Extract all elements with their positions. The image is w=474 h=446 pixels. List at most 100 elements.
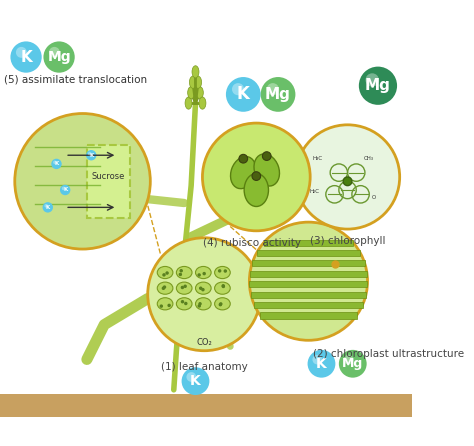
Bar <box>250 271 367 277</box>
Circle shape <box>181 300 184 303</box>
Ellipse shape <box>195 266 211 279</box>
Circle shape <box>179 273 182 276</box>
Ellipse shape <box>192 66 199 78</box>
Ellipse shape <box>195 298 211 310</box>
Polygon shape <box>0 394 412 417</box>
Circle shape <box>202 272 206 275</box>
Circle shape <box>249 222 367 340</box>
Circle shape <box>184 302 188 305</box>
Circle shape <box>53 161 57 164</box>
Text: K: K <box>237 85 250 103</box>
Ellipse shape <box>157 282 173 294</box>
Polygon shape <box>87 145 130 218</box>
Text: (1) leaf anatomy: (1) leaf anatomy <box>161 362 247 372</box>
Circle shape <box>162 287 165 290</box>
Circle shape <box>308 350 336 378</box>
Circle shape <box>16 47 27 58</box>
Circle shape <box>312 355 322 364</box>
Ellipse shape <box>157 298 173 310</box>
Circle shape <box>295 125 400 229</box>
Text: K: K <box>20 50 32 65</box>
Text: (3) chlorophyll: (3) chlorophyll <box>310 236 385 246</box>
Circle shape <box>167 304 171 307</box>
Text: K: K <box>46 205 50 210</box>
Circle shape <box>181 286 184 289</box>
Circle shape <box>218 269 221 273</box>
Circle shape <box>219 302 222 306</box>
Circle shape <box>10 41 42 73</box>
Circle shape <box>165 271 169 275</box>
Circle shape <box>199 286 202 290</box>
Circle shape <box>186 372 196 382</box>
Ellipse shape <box>199 97 206 109</box>
Bar <box>251 292 366 298</box>
Ellipse shape <box>190 76 196 88</box>
Bar <box>260 313 357 318</box>
Text: K: K <box>316 357 327 371</box>
Text: K: K <box>89 153 93 158</box>
Circle shape <box>343 177 352 186</box>
Circle shape <box>197 273 201 277</box>
Text: K: K <box>190 374 201 388</box>
Circle shape <box>15 114 150 249</box>
Text: (2) chloroplast ultrastructure: (2) chloroplast ultrastructure <box>313 349 464 359</box>
Ellipse shape <box>244 173 268 206</box>
Bar <box>257 250 360 256</box>
Circle shape <box>359 66 397 105</box>
Ellipse shape <box>188 87 195 99</box>
Ellipse shape <box>185 97 192 109</box>
Text: Mg: Mg <box>265 87 291 102</box>
Circle shape <box>51 159 62 169</box>
Text: (4) rubisco activity: (4) rubisco activity <box>203 238 301 248</box>
Ellipse shape <box>195 76 201 88</box>
Circle shape <box>62 186 65 190</box>
Circle shape <box>232 83 244 95</box>
Circle shape <box>365 73 379 87</box>
Circle shape <box>226 77 261 112</box>
Text: K: K <box>63 187 67 193</box>
Bar <box>254 302 363 308</box>
Text: (5) assimilate translocation: (5) assimilate translocation <box>4 74 147 84</box>
Circle shape <box>263 152 271 161</box>
Circle shape <box>224 269 227 273</box>
Circle shape <box>198 304 201 308</box>
Circle shape <box>163 285 166 289</box>
Ellipse shape <box>176 298 192 310</box>
Circle shape <box>182 367 210 395</box>
Circle shape <box>49 47 60 58</box>
Circle shape <box>162 273 166 277</box>
Circle shape <box>261 77 295 112</box>
Circle shape <box>60 185 70 195</box>
Circle shape <box>88 152 91 156</box>
Bar <box>252 260 365 266</box>
Circle shape <box>202 123 310 231</box>
Ellipse shape <box>230 157 256 189</box>
Bar <box>249 281 367 287</box>
Ellipse shape <box>215 266 230 279</box>
Text: H₂C: H₂C <box>310 189 319 194</box>
Bar <box>264 240 353 246</box>
Text: K: K <box>55 161 59 166</box>
Circle shape <box>267 83 279 95</box>
Circle shape <box>86 150 96 161</box>
Circle shape <box>222 285 225 288</box>
Ellipse shape <box>157 266 173 279</box>
Circle shape <box>221 284 225 288</box>
Circle shape <box>219 303 222 306</box>
Circle shape <box>45 204 48 208</box>
Circle shape <box>160 305 163 308</box>
Circle shape <box>344 355 354 364</box>
Circle shape <box>148 238 261 351</box>
Circle shape <box>252 172 261 181</box>
Ellipse shape <box>176 282 192 294</box>
Circle shape <box>183 285 187 288</box>
Circle shape <box>180 269 183 273</box>
Text: Mg: Mg <box>47 50 71 64</box>
Text: CH₃: CH₃ <box>364 156 374 161</box>
Ellipse shape <box>176 266 192 279</box>
Text: O: O <box>372 194 376 200</box>
Text: CO₂: CO₂ <box>196 338 212 347</box>
Circle shape <box>201 288 205 291</box>
Circle shape <box>239 154 247 163</box>
Text: H₃C: H₃C <box>312 156 322 161</box>
